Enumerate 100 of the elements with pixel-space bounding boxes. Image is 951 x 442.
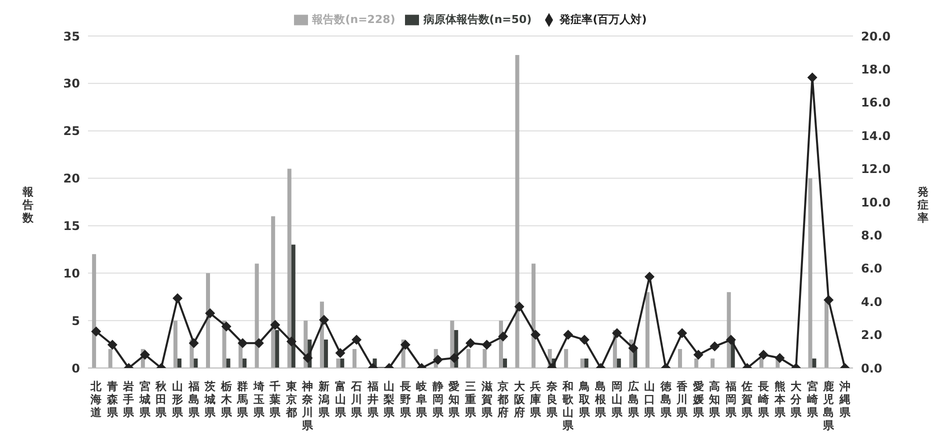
- bar: [584, 358, 588, 368]
- x-tick-label: 大阪府: [512, 380, 526, 419]
- bar: [324, 340, 328, 368]
- point: [270, 320, 280, 330]
- point: [286, 336, 296, 346]
- point: [628, 343, 638, 354]
- bar: [226, 358, 230, 368]
- point: [107, 340, 118, 350]
- x-tick-label: 岩手県: [122, 380, 136, 419]
- legend-label: 報告数(n=228): [312, 13, 396, 26]
- x-tick-label: 富山県: [334, 380, 347, 419]
- y-tick-label: 5: [72, 314, 80, 328]
- x-tick-label: 栃木県: [220, 380, 233, 419]
- point: [172, 293, 183, 304]
- bar: [206, 273, 210, 368]
- point: [710, 341, 720, 352]
- bar: [271, 216, 276, 368]
- x-tick-label: 佐賀県: [740, 380, 754, 419]
- x-tick-label: 岐阜県: [415, 380, 428, 419]
- x-tick-label: 鹿児島県: [822, 380, 836, 432]
- y2-tick-label: 16.0: [861, 96, 891, 110]
- x-tick-label: 山形県: [171, 380, 184, 419]
- x-tick-label: 福井県: [366, 380, 380, 419]
- bar: [340, 358, 344, 368]
- x-tick-label: 福島県: [187, 380, 200, 419]
- point: [774, 353, 785, 364]
- bar: [645, 292, 650, 368]
- x-tick-label: 群馬県: [236, 380, 250, 419]
- bar: [694, 358, 698, 368]
- x-tick-label: 三重県: [464, 380, 477, 419]
- x-tick-label: 神奈川県: [301, 380, 314, 432]
- x-tick-label: 青森県: [106, 380, 119, 419]
- bar: [678, 349, 682, 368]
- x-tick-label: 千葉県: [268, 380, 282, 419]
- point: [612, 328, 622, 338]
- bar: [352, 349, 356, 368]
- x-tick-label: 島根県: [594, 380, 608, 419]
- point: [579, 334, 590, 345]
- point: [758, 350, 768, 360]
- bar: [92, 254, 96, 368]
- point: [140, 350, 150, 360]
- x-tick-label: 岡山県: [610, 380, 624, 419]
- y-tick-label: 0: [72, 361, 80, 376]
- x-tick-label: 兵庫県: [529, 380, 542, 419]
- x-tick-label: 沖縄県: [838, 380, 852, 419]
- y2-tick-label: 0.0: [861, 361, 882, 376]
- bar: [710, 358, 715, 368]
- bar: [726, 292, 731, 368]
- y-tick-label: 10: [63, 266, 80, 280]
- point: [482, 340, 492, 350]
- x-tick-label: 長野県: [398, 380, 412, 419]
- point: [449, 353, 460, 364]
- x-tick-label: 埼玉県: [252, 380, 266, 419]
- x-tick-label: 北海道: [90, 380, 103, 419]
- point: [824, 294, 834, 305]
- bar: [173, 320, 178, 368]
- y2-tick-label: 2.0: [861, 328, 882, 342]
- bar: [275, 330, 280, 368]
- bar: [824, 302, 829, 368]
- y2-tick-label: 14.0: [861, 128, 891, 143]
- bar: [502, 358, 507, 368]
- point: [530, 330, 541, 340]
- bar: [812, 358, 816, 368]
- point: [335, 348, 346, 358]
- x-tick-label: 山口県: [643, 380, 656, 419]
- point: [466, 338, 476, 348]
- point: [238, 338, 248, 348]
- x-tick-label: 新潟県: [318, 380, 331, 419]
- point: [91, 326, 102, 336]
- point: [319, 314, 330, 325]
- x-tick-label: 大分県: [790, 380, 803, 419]
- y2-tick-label: 6.0: [861, 262, 882, 276]
- x-tick-label: 山梨県: [382, 380, 396, 419]
- x-tick-label: 秋田県: [154, 380, 168, 419]
- bar: [108, 349, 112, 368]
- x-tick-label: 福岡県: [724, 380, 738, 419]
- bar: [466, 349, 470, 368]
- point: [514, 302, 524, 312]
- bar: [808, 178, 812, 368]
- x-tick-label: 熊本県: [773, 380, 786, 419]
- bar: [194, 358, 198, 368]
- x-tick-label: 香川県: [676, 380, 689, 419]
- bar: [287, 168, 292, 368]
- point: [221, 322, 232, 332]
- bar: [336, 358, 340, 368]
- y2-tick-label: 10.0: [861, 195, 891, 210]
- y-tick-label: 15: [63, 218, 80, 233]
- x-tick-label: 東京都: [284, 380, 298, 419]
- point: [205, 308, 216, 318]
- y2-tick-label: 4.0: [861, 294, 882, 309]
- bar: [482, 349, 487, 368]
- x-tick-label: 愛媛県: [692, 380, 705, 419]
- point: [726, 334, 736, 345]
- point: [400, 340, 410, 350]
- point: [498, 331, 508, 342]
- y-tick-label: 25: [63, 124, 80, 138]
- x-tick-label: 茨城県: [204, 380, 217, 419]
- y-tick-label: 35: [63, 29, 80, 44]
- x-tick-label: 和歌山県: [562, 380, 575, 432]
- bar: [759, 358, 764, 368]
